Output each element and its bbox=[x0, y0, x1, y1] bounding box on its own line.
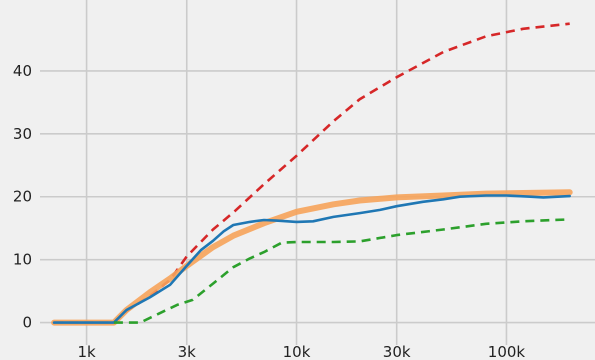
y-tick-label: 10 bbox=[13, 251, 32, 269]
y-tick-label: 20 bbox=[13, 188, 32, 206]
series-line-3 bbox=[52, 194, 572, 324]
series-line-4 bbox=[113, 218, 570, 324]
x-tick-label: 100k bbox=[488, 343, 526, 360]
x-tick-label: 3k bbox=[178, 343, 197, 360]
x-tick-label: 10k bbox=[283, 343, 311, 360]
grid bbox=[40, 0, 595, 345]
series-lines bbox=[51, 22, 573, 326]
series-line-1 bbox=[54, 22, 570, 324]
x-tick-label: 30k bbox=[383, 343, 411, 360]
y-tick-label: 40 bbox=[13, 62, 32, 80]
y-tick-label: 30 bbox=[13, 125, 32, 143]
x-tick-label: 1k bbox=[77, 343, 96, 360]
tick-labels: 1k 3k 10k 30k 100k 0 10 20 30 40 bbox=[13, 62, 526, 360]
y-tick-label: 0 bbox=[22, 314, 32, 332]
